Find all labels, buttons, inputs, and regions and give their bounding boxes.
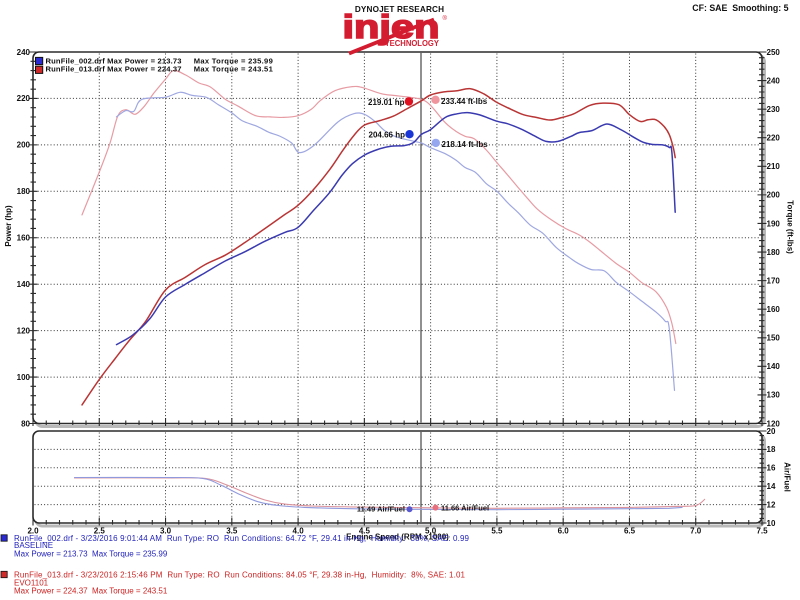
svg-text:160: 160 bbox=[17, 234, 31, 243]
svg-text:Max Torque = 243.51: Max Torque = 243.51 bbox=[194, 64, 274, 73]
svg-text:140: 140 bbox=[767, 362, 781, 371]
svg-text:180: 180 bbox=[767, 248, 781, 257]
svg-text:240: 240 bbox=[17, 48, 31, 57]
svg-text:TECHNOLOGY: TECHNOLOGY bbox=[385, 39, 440, 48]
svg-text:4.5: 4.5 bbox=[359, 527, 371, 536]
svg-text:2.5: 2.5 bbox=[94, 527, 106, 536]
svg-text:14: 14 bbox=[767, 482, 776, 491]
svg-text:3.0: 3.0 bbox=[160, 527, 172, 536]
svg-text:RunFile_013.drf Max Power = 22: RunFile_013.drf Max Power = 224.37 bbox=[46, 64, 182, 73]
svg-text:210: 210 bbox=[767, 162, 781, 171]
svg-text:6.0: 6.0 bbox=[558, 527, 570, 536]
svg-text:CF: SAE Smoothing: 5: CF: SAE Smoothing: 5 bbox=[692, 3, 788, 13]
svg-text:130: 130 bbox=[767, 391, 781, 400]
svg-text:4.0: 4.0 bbox=[293, 527, 305, 536]
svg-text:219.01 hp: 219.01 hp bbox=[368, 98, 405, 107]
svg-text:2.0: 2.0 bbox=[27, 527, 39, 536]
svg-text:120: 120 bbox=[767, 419, 781, 428]
svg-text:Air/Fuel: Air/Fuel bbox=[783, 462, 792, 492]
svg-text:240: 240 bbox=[767, 76, 781, 85]
svg-text:218.14 ft-lbs: 218.14 ft-lbs bbox=[442, 140, 489, 149]
svg-text:150: 150 bbox=[767, 334, 781, 343]
svg-text:233.44 ft-lbs: 233.44 ft-lbs bbox=[441, 97, 488, 106]
svg-text:Max Power = 213.73 Max Torque: Max Power = 213.73 Max Torque = 235.99 bbox=[14, 550, 168, 559]
svg-text:Max Torque = 235.99: Max Torque = 235.99 bbox=[194, 57, 273, 66]
svg-text:11.66 Air/Fuel: 11.66 Air/Fuel bbox=[441, 504, 489, 513]
svg-text:200: 200 bbox=[17, 141, 31, 150]
svg-text:RunFile_002.drf - 3/23/2016 9:: RunFile_002.drf - 3/23/2016 9:01:44 AM R… bbox=[14, 534, 470, 543]
svg-text:RunFile_013.drf - 3/23/2016 2:: RunFile_013.drf - 3/23/2016 2:15:46 PM R… bbox=[14, 571, 466, 580]
svg-text:Torque (ft-lbs): Torque (ft-lbs) bbox=[786, 200, 795, 254]
svg-text:200: 200 bbox=[767, 191, 781, 200]
svg-text:®: ® bbox=[443, 15, 448, 22]
svg-text:5.5: 5.5 bbox=[491, 527, 503, 536]
svg-text:100: 100 bbox=[17, 373, 31, 382]
svg-text:250: 250 bbox=[767, 48, 781, 57]
svg-text:120: 120 bbox=[17, 326, 31, 335]
svg-text:Max Power = 224.37 Max Torque: Max Power = 224.37 Max Torque = 243.51 bbox=[14, 586, 168, 595]
svg-text:Power (hp): Power (hp) bbox=[4, 205, 13, 247]
svg-text:7.5: 7.5 bbox=[756, 527, 768, 536]
svg-text:12: 12 bbox=[767, 500, 776, 509]
svg-text:5.0: 5.0 bbox=[425, 527, 437, 536]
svg-text:160: 160 bbox=[767, 305, 781, 314]
svg-text:7.0: 7.0 bbox=[690, 527, 702, 536]
svg-text:Engine Speed (RPM x1000): Engine Speed (RPM x1000) bbox=[346, 533, 449, 542]
svg-text:6.5: 6.5 bbox=[624, 527, 636, 536]
svg-text:16: 16 bbox=[767, 464, 776, 473]
svg-text:80: 80 bbox=[21, 419, 30, 428]
svg-text:204.66 hp: 204.66 hp bbox=[369, 131, 406, 140]
svg-text:3.5: 3.5 bbox=[226, 527, 238, 536]
svg-text:10: 10 bbox=[767, 519, 776, 528]
svg-text:DYNOJET RESEARCH: DYNOJET RESEARCH bbox=[355, 5, 444, 14]
svg-text:170: 170 bbox=[767, 276, 781, 285]
svg-text:140: 140 bbox=[17, 280, 31, 289]
svg-text:injen: injen bbox=[343, 8, 440, 45]
svg-text:20: 20 bbox=[767, 427, 776, 436]
svg-text:230: 230 bbox=[767, 105, 781, 114]
svg-text:EVO1101: EVO1101 bbox=[14, 578, 49, 587]
svg-text:180: 180 bbox=[17, 187, 31, 196]
svg-text:190: 190 bbox=[767, 219, 781, 228]
svg-text:220: 220 bbox=[17, 94, 31, 103]
svg-text:RunFile_002.drf Max Power = 21: RunFile_002.drf Max Power = 213.73 bbox=[46, 57, 182, 66]
svg-text:BASELINE: BASELINE bbox=[14, 541, 53, 550]
svg-text:11.49 Air/Fuel: 11.49 Air/Fuel bbox=[357, 505, 405, 514]
svg-text:18: 18 bbox=[767, 445, 776, 454]
svg-text:220: 220 bbox=[767, 134, 781, 143]
